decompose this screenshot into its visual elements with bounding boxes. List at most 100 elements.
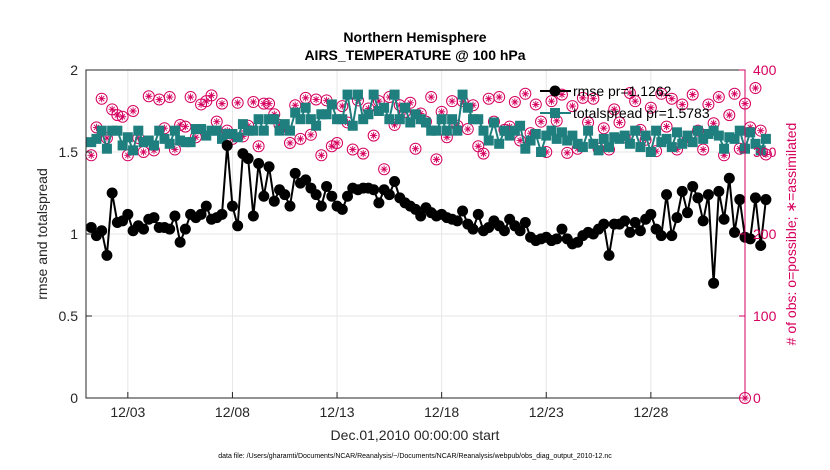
obs-count-point — [127, 105, 140, 117]
rmse-point — [624, 226, 636, 238]
obs-assimilated-marker — [380, 165, 388, 173]
totalspread-point — [645, 147, 656, 157]
obs-possible-marker — [215, 97, 228, 110]
totalspread-point — [630, 125, 641, 136]
obs-count-point — [545, 95, 558, 108]
rmse-point — [321, 180, 333, 192]
obs-possible-marker — [430, 153, 443, 166]
obs-possible-marker — [477, 147, 490, 160]
rmse-point — [723, 172, 735, 184]
totalspread-point — [588, 138, 599, 149]
totalspread-point — [122, 132, 133, 143]
obs-assimilated-marker — [751, 84, 760, 92]
obs-possible-marker — [665, 92, 678, 105]
totalspread-point — [415, 114, 426, 125]
totalspread-point — [258, 125, 269, 136]
obs-assimilated-marker — [213, 118, 221, 126]
grid — [86, 70, 745, 398]
obs-assimilated-marker — [239, 132, 247, 141]
totalspread-point — [536, 147, 547, 157]
obs-possible-marker — [608, 103, 621, 116]
obs-assimilated-marker — [715, 93, 723, 101]
rmse-point — [268, 195, 280, 207]
rmse-point — [556, 223, 568, 235]
obs-count-point — [697, 143, 710, 156]
totalspread-point — [400, 102, 411, 113]
obs-assimilated-marker — [291, 101, 299, 109]
obs-count-point — [723, 109, 736, 122]
totalspread-point — [91, 133, 102, 144]
rmse-point — [326, 190, 338, 202]
obs-assimilated-marker — [312, 95, 320, 104]
obs-count-point — [597, 122, 610, 135]
obs-count-point — [519, 87, 532, 100]
totalspread-point — [420, 117, 431, 128]
obs-assimilated-marker — [192, 133, 200, 141]
y-right-tick-label: 0 — [753, 390, 761, 406]
totalspread-point — [358, 114, 369, 125]
obs-assimilated-marker — [699, 145, 707, 154]
obs-assimilated-marker — [443, 133, 451, 141]
obs-count-point — [304, 128, 317, 141]
totalspread-point — [624, 138, 635, 149]
rmse-series — [85, 139, 772, 289]
totalspread-point — [211, 125, 222, 136]
obs-possible-marker — [425, 91, 438, 104]
rmse-point — [342, 190, 354, 202]
totalspread-point — [337, 114, 348, 125]
totalspread-point — [243, 125, 254, 136]
totalspread-point — [410, 109, 421, 120]
obs-assimilated-marker — [234, 99, 242, 107]
chart-title-line1: Northern Hemisphere — [343, 29, 486, 45]
legend-rmse-label: rmse pr=1.1262 — [573, 83, 672, 99]
obs-assimilated-marker — [563, 149, 571, 157]
totalspread-point — [530, 128, 541, 139]
obs-possible-marker — [409, 142, 422, 155]
obs-count-point — [205, 89, 218, 102]
obs-count-point — [561, 146, 574, 159]
obs-possible-marker — [357, 147, 370, 160]
rmse-point — [415, 210, 427, 222]
obs-count-point — [529, 98, 542, 111]
rmse-point — [263, 161, 275, 173]
rmse-point — [232, 220, 244, 232]
obs-count-point — [629, 95, 642, 108]
obs-assimilated-marker — [166, 93, 174, 101]
obs-possible-marker — [331, 136, 344, 149]
obs-assimilated-marker — [662, 122, 671, 131]
obs-possible-marker — [519, 87, 532, 100]
totalspread-point — [279, 119, 290, 130]
obs-assimilated-marker — [553, 117, 561, 125]
x-tick-label: 12/08 — [215, 404, 250, 420]
obs-possible-marker — [529, 98, 542, 111]
obs-possible-marker — [686, 88, 699, 101]
obs-assimilated-marker — [218, 100, 226, 108]
rmse-point — [195, 208, 207, 220]
totalspread-point — [321, 109, 332, 120]
rmse-point — [247, 210, 259, 222]
obs-possible-marker — [535, 115, 548, 128]
totalspread-point — [598, 133, 609, 144]
obs-assimilated-marker — [333, 139, 341, 147]
totalspread-point — [609, 132, 620, 143]
x-tick-label: 12/03 — [110, 404, 145, 420]
totalspread-point — [760, 133, 771, 144]
rmse-point — [676, 185, 688, 197]
obs-assimilated-marker — [762, 150, 770, 159]
obs-count-point — [702, 98, 715, 111]
obs-count-point — [346, 143, 359, 156]
x-tick-label: 12/28 — [633, 404, 668, 420]
obs-assimilated-marker — [249, 98, 257, 106]
totalspread-point — [515, 120, 526, 131]
totalspread-point — [154, 125, 165, 136]
obs-assimilated-marker — [448, 97, 456, 105]
obs-assimilated-marker — [322, 96, 331, 104]
footer-data-file: data file: /Users/gharamti/Documents/NCA… — [218, 453, 612, 460]
obs-possible-marker — [597, 122, 610, 135]
rmse-point — [148, 212, 160, 224]
obs-assimilated-marker — [119, 113, 127, 121]
obs-assimilated-marker — [145, 92, 153, 100]
rmse-point — [760, 194, 772, 206]
totalspread-point — [708, 125, 719, 136]
obs-assimilated-marker — [417, 109, 425, 118]
